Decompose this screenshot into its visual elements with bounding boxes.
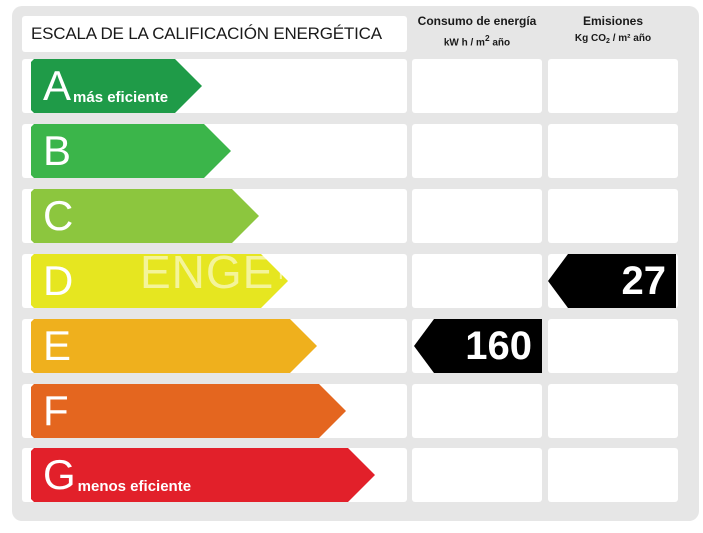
energy-cell-g: [412, 448, 542, 502]
rating-letter: C: [43, 192, 74, 239]
emissions-cell-b: [548, 124, 678, 178]
emissions-cell-e: [548, 319, 678, 373]
energy-cell-c: [412, 189, 542, 243]
energy-column-title: Consumo de energía: [417, 14, 537, 28]
emissions-column-title: Emisiones: [582, 14, 644, 28]
emissions-cell-f: [548, 384, 678, 438]
energy-value-marker: 160: [414, 319, 542, 373]
rating-arrow-a: A más eficiente: [31, 59, 202, 113]
page-title: ESCALA DE LA CALIFICACIÓN ENERGÉTICA: [22, 16, 407, 52]
rating-arrow-f: F: [31, 384, 346, 438]
energy-column-header: Consumo de energía kW h / m2 año: [412, 14, 542, 54]
rating-letter: F: [43, 387, 69, 434]
emissions-cell-a: [548, 59, 678, 113]
rating-arrow-c: C: [31, 189, 259, 243]
energy-column-unit: kW h / m2 año: [443, 33, 511, 49]
rating-arrow-g: G menos eficiente: [31, 448, 375, 502]
rating-letter: A: [43, 62, 72, 109]
rating-letter: B: [43, 127, 72, 174]
rating-sublabel: más eficiente: [73, 89, 169, 106]
energy-cell-f: [412, 384, 542, 438]
rating-letter: E: [43, 322, 72, 369]
energy-cell-d: [412, 254, 542, 308]
energy-cell-a: [412, 59, 542, 113]
rating-sublabel: menos eficiente: [77, 478, 192, 495]
emissions-column-unit: Kg CO2 / m² año: [574, 33, 652, 45]
rating-letter: G: [43, 451, 76, 498]
rating-arrow-d: D: [31, 254, 288, 308]
rating-letter: D: [43, 257, 74, 304]
emissions-cell-c: [548, 189, 678, 243]
rating-arrow-e: E: [31, 319, 317, 373]
rating-arrow-b: B: [31, 124, 231, 178]
emissions-column-header: Emisiones Kg CO2 / m² año: [548, 14, 678, 54]
energy-cell-b: [412, 124, 542, 178]
emissions-value-marker: 27: [548, 254, 676, 308]
emissions-cell-g: [548, 448, 678, 502]
